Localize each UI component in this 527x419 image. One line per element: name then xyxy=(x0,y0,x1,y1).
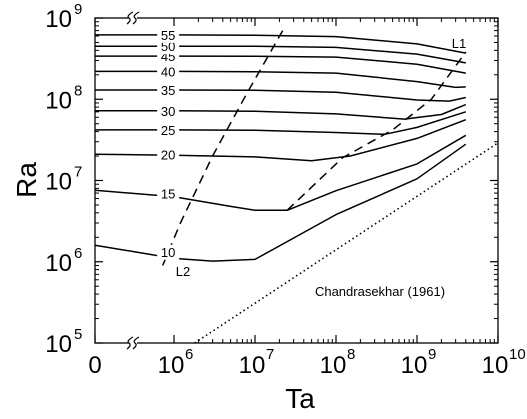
series-label: 50 xyxy=(161,39,175,54)
series-label: 30 xyxy=(161,104,175,119)
series-label: L2 xyxy=(176,264,190,279)
series-label-bg xyxy=(157,27,180,43)
series-line xyxy=(94,134,467,212)
series-label: 40 xyxy=(161,64,175,79)
y-tick-exponent: 8 xyxy=(74,82,82,99)
series-line xyxy=(286,51,467,211)
y-axis-label: Ra xyxy=(11,162,42,198)
x-tick-exponent: 6 xyxy=(185,346,193,363)
x-tick-exponent: 8 xyxy=(347,346,355,363)
y-tick-label: 10 xyxy=(45,169,72,196)
series-line xyxy=(194,142,499,344)
x-tick-label: 0 xyxy=(88,352,101,379)
series-label: 10 xyxy=(161,245,175,260)
x-tick-label: 10 xyxy=(482,352,509,379)
series-label: 20 xyxy=(161,148,175,163)
series-label: Chandrasekhar (1961) xyxy=(315,284,445,299)
axis-break-mark xyxy=(132,11,140,25)
axis-break-mark xyxy=(126,11,134,25)
series-label-bg xyxy=(157,64,180,80)
ticks xyxy=(94,11,499,350)
series-line xyxy=(94,118,467,162)
y-tick-label: 10 xyxy=(45,331,72,358)
series-line xyxy=(95,34,466,54)
series-line xyxy=(95,89,466,102)
x-tick-exponent: 10 xyxy=(509,346,526,363)
y-tick-exponent: 6 xyxy=(74,245,82,262)
y-tick-exponent: 5 xyxy=(74,326,82,343)
y-tick-exponent: 9 xyxy=(74,1,82,18)
series-label-bg xyxy=(157,147,180,163)
series-line xyxy=(95,55,466,74)
y-tick-exponent: 7 xyxy=(74,164,82,181)
series-label-bg xyxy=(157,244,180,260)
series-line xyxy=(95,45,466,64)
series-label-bg xyxy=(157,122,180,138)
series-label: 55 xyxy=(161,28,175,43)
x-tick-label: 10 xyxy=(239,352,266,379)
axis-break-gap xyxy=(129,12,137,24)
series-label-bg xyxy=(157,103,180,119)
series-label-bg xyxy=(157,186,180,202)
axis-break-mark xyxy=(132,336,140,350)
axis-break-gap xyxy=(129,337,137,349)
x-tick-exponent: 9 xyxy=(428,346,436,363)
series-label-bg xyxy=(157,39,180,55)
series-line xyxy=(95,70,466,89)
series-label-bg xyxy=(157,82,180,98)
series-label: 35 xyxy=(161,83,175,98)
axis-break-mark xyxy=(126,336,134,350)
x-tick-label: 10 xyxy=(401,352,428,379)
series-line xyxy=(94,143,467,262)
series-label: 25 xyxy=(161,123,175,138)
y-tick-label: 10 xyxy=(45,250,72,277)
labels: 10 510 610 710 810 90 10 6 10 7 10 8 10 9 10 1010152025… xyxy=(45,1,525,379)
x-tick-label: 10 xyxy=(158,352,185,379)
x-tick-exponent: 7 xyxy=(266,346,274,363)
y-tick-label: 10 xyxy=(45,6,72,33)
series-label: L1 xyxy=(452,36,466,51)
series-line xyxy=(162,30,284,266)
x-axis-label: Ta xyxy=(285,383,315,414)
series-label: 15 xyxy=(161,186,175,201)
y-tick-label: 10 xyxy=(45,87,72,114)
x-tick-label: 10 xyxy=(320,352,347,379)
